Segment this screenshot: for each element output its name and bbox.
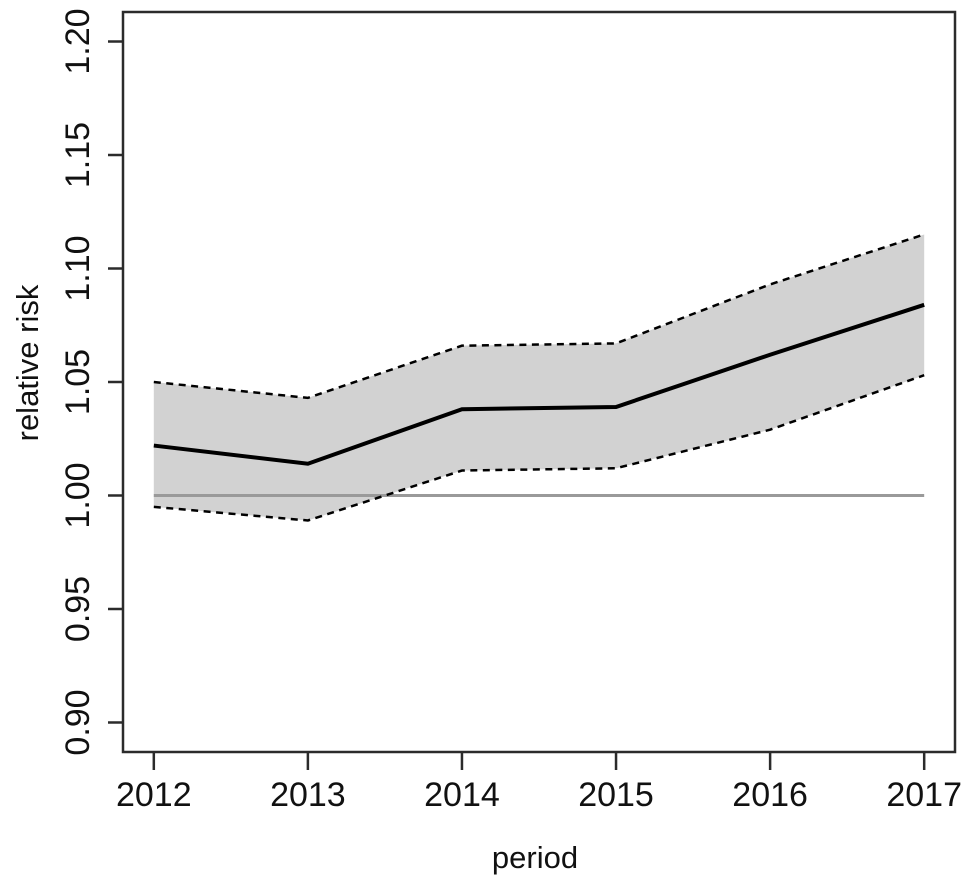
y-axis-tick-label: 0.90 bbox=[59, 689, 97, 755]
x-axis-tick-label: 2012 bbox=[116, 776, 192, 814]
y-axis-title: relative risk bbox=[10, 284, 45, 442]
lower-ci-line bbox=[153, 374, 925, 522]
x-axis-title: period bbox=[491, 840, 579, 875]
y-axis-tick-label: 1.20 bbox=[59, 8, 97, 74]
y-axis-tick-label: 1.05 bbox=[59, 349, 97, 415]
x-axis-tick-label: 2013 bbox=[270, 776, 346, 814]
upper-ci-line bbox=[153, 233, 925, 400]
x-axis-tick-label: 2017 bbox=[886, 776, 962, 814]
y-axis-tick-label: 1.10 bbox=[59, 235, 97, 301]
y-axis-tick-label: 1.15 bbox=[59, 122, 97, 188]
x-axis-tick-label: 2015 bbox=[578, 776, 654, 814]
x-axis-tick-label: 2016 bbox=[732, 776, 808, 814]
y-axis-tick-label: 0.95 bbox=[59, 576, 97, 642]
confidence-band bbox=[153, 234, 925, 521]
y-axis-tick-label: 1.00 bbox=[59, 462, 97, 528]
estimate-line bbox=[153, 302, 925, 466]
x-axis-tick-label: 2014 bbox=[424, 776, 500, 814]
